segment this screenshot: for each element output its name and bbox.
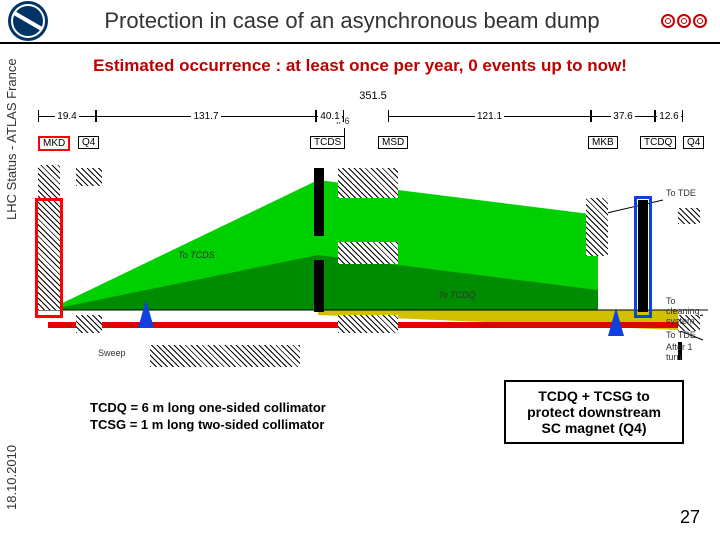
dim-seg: 40.1 <box>316 110 344 122</box>
q4-left-b <box>76 315 102 333</box>
msd-label: MSD <box>378 136 408 149</box>
sweep-bar <box>150 345 300 367</box>
collimator-annotation: TCDQ = 6 m long one-sided collimator TCS… <box>90 400 326 434</box>
dim-seg: 19.4 <box>38 110 96 122</box>
to-tde2-label: To TDE <box>666 330 696 340</box>
dim-seg: 121.1 <box>388 110 591 122</box>
component-label-row: MKD Q4 TCDS MSD MKB TCDQ Q4 <box>38 136 708 154</box>
dim-seg: 37.6 <box>591 110 655 122</box>
cern-logo <box>8 1 48 41</box>
arrow-tcds <box>138 300 154 328</box>
header: Protection in case of an asynchronous be… <box>0 0 720 44</box>
q4-left <box>76 168 102 186</box>
after-turn-label: After 1 turn <box>666 342 708 362</box>
subtitle: Estimated occurrence : at least once per… <box>0 56 720 76</box>
dim-seg: 131.7 <box>96 110 316 122</box>
dim-seg: 12.6 <box>655 110 683 122</box>
msd-bot <box>338 315 398 333</box>
msd-mid <box>338 242 398 264</box>
tcdq-highlight <box>634 196 652 318</box>
q4-label-right: Q4 <box>683 136 704 149</box>
mkd-label: MKD <box>38 136 70 151</box>
accelerator-icon <box>656 1 712 41</box>
beam-dump-diagram: 351.5 IP6 19.4 131.7 40.1 121.1 37.6 12.… <box>38 90 708 430</box>
to-tde-label: To TDE <box>666 188 696 198</box>
to-tcdq-label: To TCDQ <box>438 290 476 300</box>
to-cleaning-label: To cleaning system <box>666 296 710 326</box>
mkd-highlight <box>35 198 63 318</box>
arrow-tcdq <box>608 308 624 336</box>
dimension-row: 19.4 131.7 40.1 121.1 37.6 12.6 <box>38 110 708 124</box>
sidebar-talk-label: LHC Status - ATLAS France <box>4 58 19 220</box>
q4-right <box>678 208 700 224</box>
tcds-bar-bot <box>314 260 324 312</box>
tcds-bar-top <box>314 168 324 236</box>
protection-box: TCDQ + TCSG to protect downstream SC mag… <box>504 380 684 444</box>
mkb-label: MKB <box>588 136 618 149</box>
sidebar-date-label: 18.10.2010 <box>4 445 19 510</box>
page-number: 27 <box>680 507 700 528</box>
sweep-label: Sweep <box>98 348 126 358</box>
total-length: 351.5 <box>38 90 708 102</box>
mkb-magnet <box>586 198 608 256</box>
tcdq-label: TCDQ <box>640 136 676 149</box>
msd-top <box>338 168 398 198</box>
tcds-label: TCDS <box>310 136 345 149</box>
q4-label: Q4 <box>78 136 99 149</box>
page-title: Protection in case of an asynchronous be… <box>48 8 656 34</box>
to-tcds-label: To TCDS <box>178 250 215 260</box>
